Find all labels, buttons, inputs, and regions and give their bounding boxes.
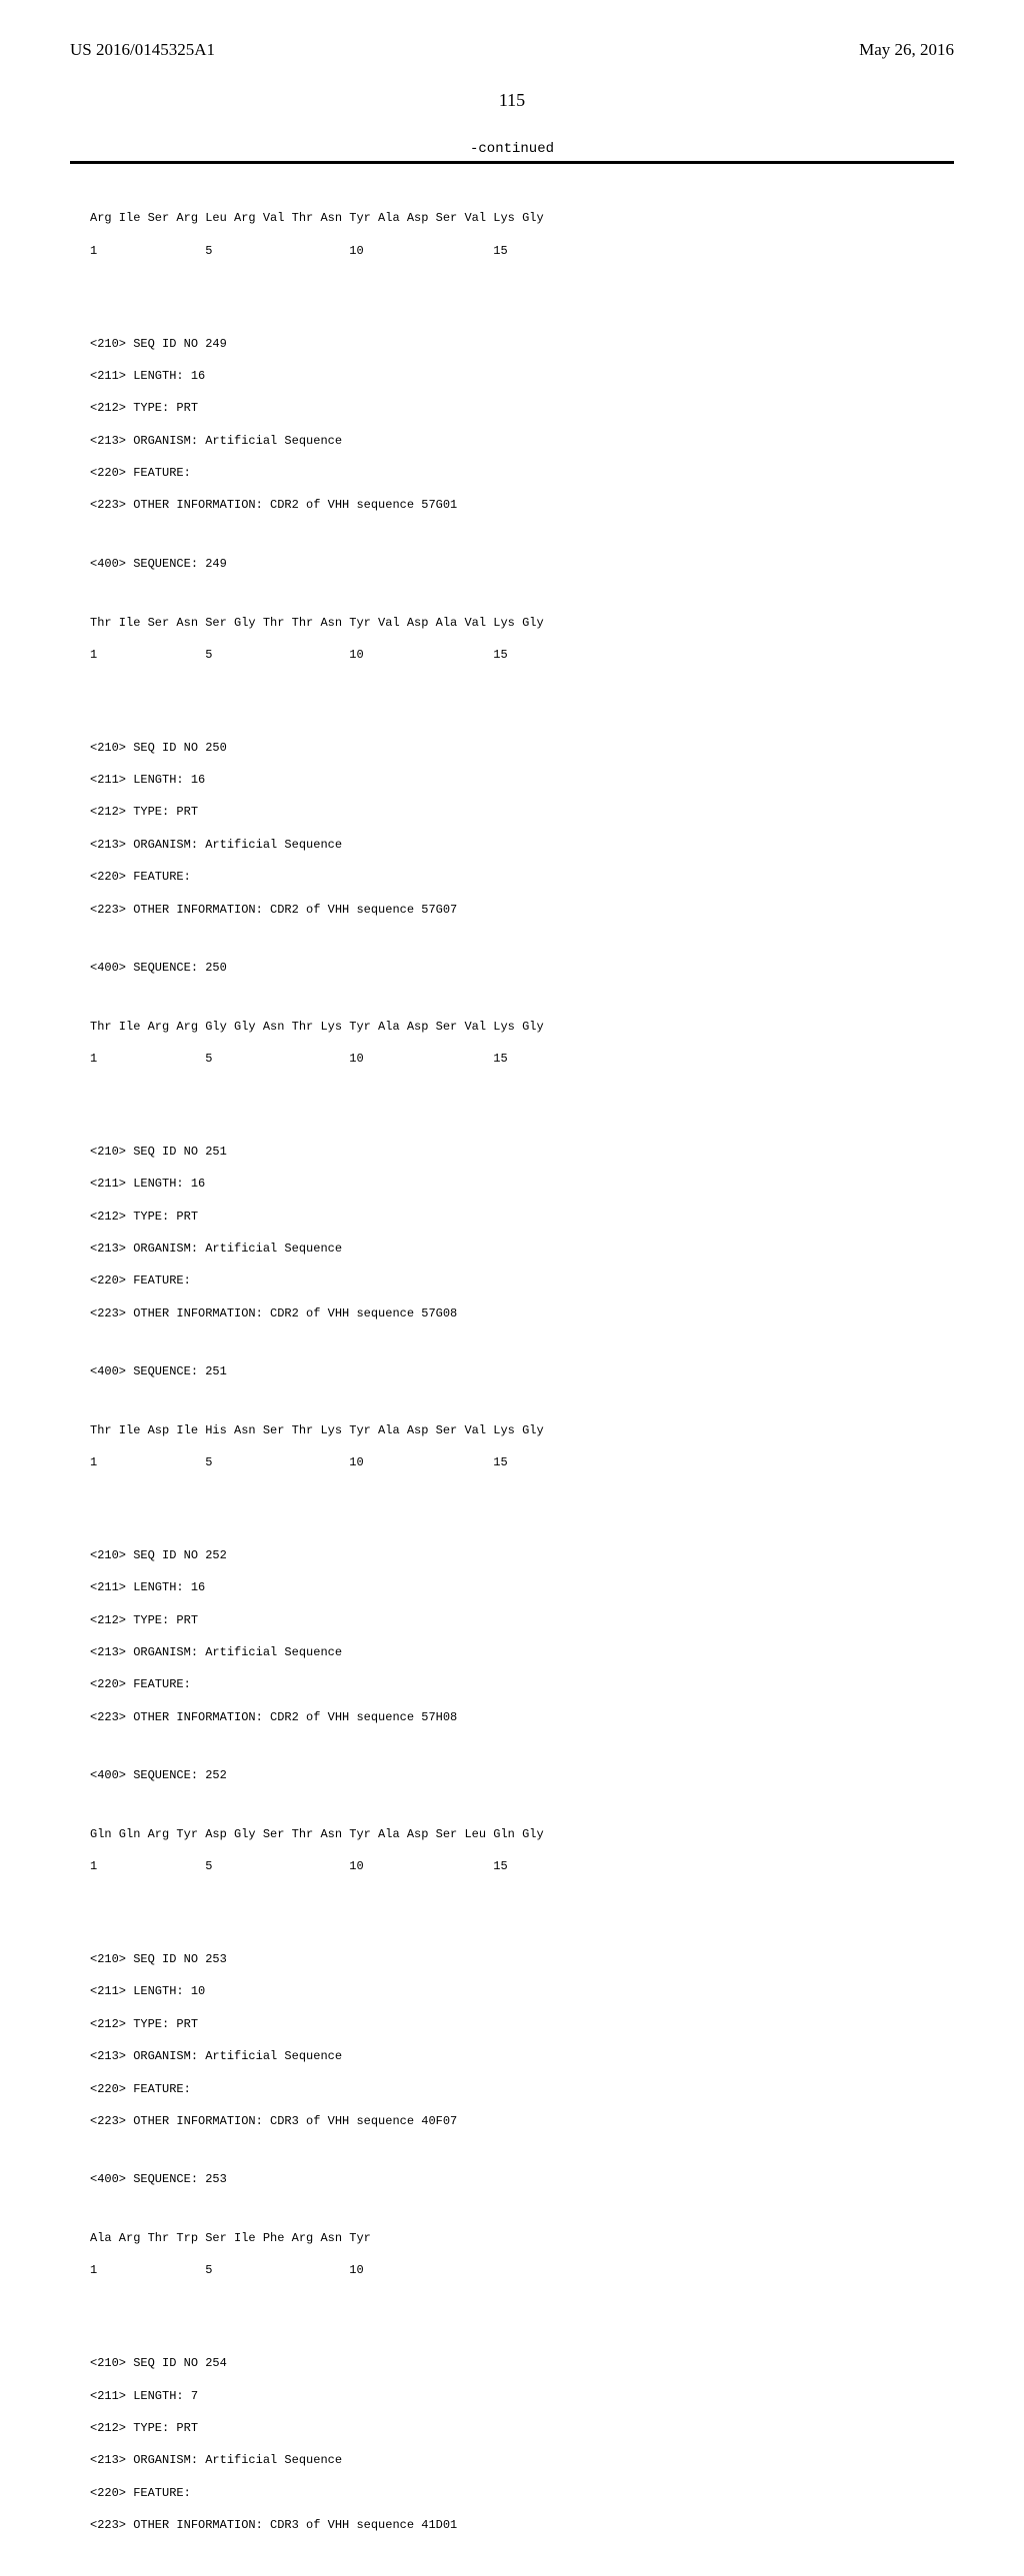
meta-line: <211> LENGTH: 16	[90, 1579, 954, 1595]
position-line: 1 5 10	[90, 2262, 954, 2278]
meta-line: <223> OTHER INFORMATION: CDR2 of VHH seq…	[90, 902, 954, 918]
meta-line: <213> ORGANISM: Artificial Sequence	[90, 433, 954, 449]
meta-line: <220> FEATURE:	[90, 2485, 954, 2501]
publication-date: May 26, 2016	[859, 40, 954, 60]
residue-line: Thr Ile Arg Arg Gly Gly Asn Thr Lys Tyr …	[90, 1019, 954, 1035]
meta-line: <212> TYPE: PRT	[90, 1612, 954, 1628]
sequence-block: Ala Arg Thr Trp Ser Ile Phe Arg Asn Tyr …	[90, 2214, 954, 2295]
meta-line: <210> SEQ ID NO 251	[90, 1144, 954, 1160]
meta-line: <211> LENGTH: 16	[90, 368, 954, 384]
position-line: 1 5 10 15	[90, 243, 954, 259]
sequence-block: Arg Ile Ser Arg Leu Arg Val Thr Asn Tyr …	[90, 194, 954, 275]
page-header: US 2016/0145325A1 May 26, 2016	[70, 40, 954, 60]
horizontal-rule	[70, 161, 954, 164]
meta-line: <220> FEATURE:	[90, 1676, 954, 1692]
meta-line: <212> TYPE: PRT	[90, 2420, 954, 2436]
meta-line: <223> OTHER INFORMATION: CDR3 of VHH seq…	[90, 2517, 954, 2533]
sequence-header: <400> SEQUENCE: 250	[90, 960, 954, 976]
sequence-meta: <210> SEQ ID NO 252 <211> LENGTH: 16 <21…	[90, 1531, 954, 1741]
meta-line: <213> ORGANISM: Artificial Sequence	[90, 2452, 954, 2468]
sequence-header: <400> SEQUENCE: 252	[90, 1767, 954, 1783]
meta-line: <220> FEATURE:	[90, 2081, 954, 2097]
sequence-header: <400> SEQUENCE: 249	[90, 556, 954, 572]
meta-line: <220> FEATURE:	[90, 869, 954, 885]
sequence-listing: Arg Ile Ser Arg Leu Arg Val Thr Asn Tyr …	[90, 178, 954, 2576]
sequence-meta: <210> SEQ ID NO 254 <211> LENGTH: 7 <212…	[90, 2339, 954, 2549]
position-line: 1 5 10 15	[90, 1454, 954, 1470]
residue-line: Arg Ile Ser Arg Leu Arg Val Thr Asn Tyr …	[90, 210, 954, 226]
meta-line: <211> LENGTH: 16	[90, 772, 954, 788]
sequence-header: <400> SEQUENCE: 253	[90, 2171, 954, 2187]
meta-line: <220> FEATURE:	[90, 465, 954, 481]
publication-number: US 2016/0145325A1	[70, 40, 215, 60]
sequence-block: Thr Ile Arg Arg Gly Gly Asn Thr Lys Tyr …	[90, 1002, 954, 1083]
meta-line: <223> OTHER INFORMATION: CDR2 of VHH seq…	[90, 1709, 954, 1725]
sequence-meta: <210> SEQ ID NO 251 <211> LENGTH: 16 <21…	[90, 1128, 954, 1337]
sequence-block: Thr Ile Asp Ile His Asn Ser Thr Lys Tyr …	[90, 1406, 954, 1487]
meta-line: <213> ORGANISM: Artificial Sequence	[90, 1241, 954, 1257]
meta-line: <223> OTHER INFORMATION: CDR3 of VHH seq…	[90, 2113, 954, 2129]
meta-line: <210> SEQ ID NO 249	[90, 336, 954, 352]
meta-line: <212> TYPE: PRT	[90, 1209, 954, 1225]
meta-line: <213> ORGANISM: Artificial Sequence	[90, 1644, 954, 1660]
meta-line: <213> ORGANISM: Artificial Sequence	[90, 2048, 954, 2064]
meta-line: <210> SEQ ID NO 250	[90, 740, 954, 756]
meta-line: <212> TYPE: PRT	[90, 804, 954, 820]
residue-line: Ala Arg Thr Trp Ser Ile Phe Arg Asn Tyr	[90, 2230, 954, 2246]
meta-line: <212> TYPE: PRT	[90, 400, 954, 416]
meta-line: <210> SEQ ID NO 253	[90, 1951, 954, 1967]
meta-line: <210> SEQ ID NO 252	[90, 1547, 954, 1563]
sequence-block: Gln Gln Arg Tyr Asp Gly Ser Thr Asn Tyr …	[90, 1810, 954, 1891]
sequence-block: Thr Ile Ser Asn Ser Gly Thr Thr Asn Tyr …	[90, 598, 954, 679]
meta-line: <211> LENGTH: 10	[90, 1983, 954, 1999]
position-line: 1 5 10 15	[90, 647, 954, 663]
meta-line: <223> OTHER INFORMATION: CDR2 of VHH seq…	[90, 497, 954, 513]
sequence-meta: <210> SEQ ID NO 253 <211> LENGTH: 10 <21…	[90, 1935, 954, 2145]
meta-line: <211> LENGTH: 16	[90, 1176, 954, 1192]
continued-label: -continued	[70, 141, 954, 157]
residue-line: Thr Ile Ser Asn Ser Gly Thr Thr Asn Tyr …	[90, 615, 954, 631]
meta-line: <220> FEATURE:	[90, 1273, 954, 1288]
residue-line: Thr Ile Asp Ile His Asn Ser Thr Lys Tyr …	[90, 1422, 954, 1438]
meta-line: <211> LENGTH: 7	[90, 2388, 954, 2404]
meta-line: <210> SEQ ID NO 254	[90, 2355, 954, 2371]
meta-line: <223> OTHER INFORMATION: CDR2 of VHH seq…	[90, 1305, 954, 1321]
meta-line: <212> TYPE: PRT	[90, 2016, 954, 2032]
residue-line: Gln Gln Arg Tyr Asp Gly Ser Thr Asn Tyr …	[90, 1826, 954, 1842]
position-line: 1 5 10 15	[90, 1858, 954, 1874]
page-number: 115	[70, 90, 954, 111]
sequence-header: <400> SEQUENCE: 251	[90, 1363, 954, 1379]
sequence-meta: <210> SEQ ID NO 250 <211> LENGTH: 16 <21…	[90, 723, 954, 933]
position-line: 1 5 10 15	[90, 1051, 954, 1067]
meta-line: <213> ORGANISM: Artificial Sequence	[90, 837, 954, 853]
sequence-meta: <210> SEQ ID NO 249 <211> LENGTH: 16 <21…	[90, 319, 954, 529]
